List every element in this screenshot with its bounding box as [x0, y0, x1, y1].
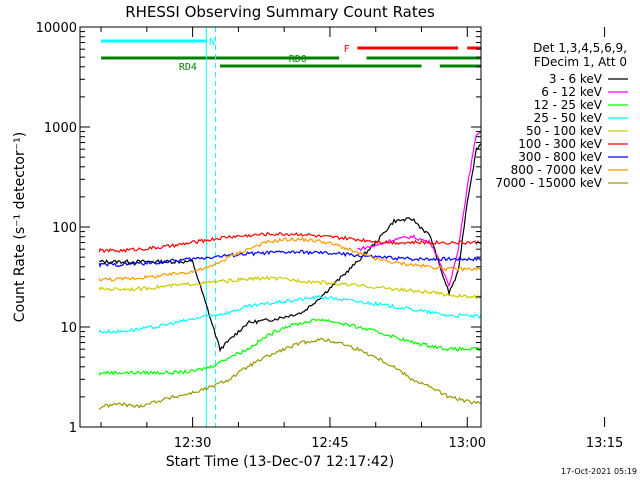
- series-line-2: [98, 318, 481, 376]
- y-tick-label: 100: [52, 221, 77, 236]
- legend-label: 300 - 800 keV: [518, 150, 602, 164]
- series-layer: [98, 129, 481, 410]
- legend-label: 50 - 100 keV: [526, 124, 603, 138]
- vline-layer: [205, 27, 216, 427]
- legend-label: 6 - 12 keV: [541, 85, 603, 99]
- annotation-label-night: N: [209, 37, 215, 48]
- annotation-label-rd0: RD0: [289, 54, 307, 65]
- legend-header-line-2: FDecim 1, Att 0: [534, 55, 627, 69]
- legend-label: 800 - 7000 keV: [511, 163, 603, 177]
- legend-label: 12 - 25 keV: [534, 98, 603, 112]
- legend-header-line-1: Det 1,3,4,5,6,9,: [533, 41, 627, 55]
- annotation-label-rd4: RD4: [179, 62, 197, 73]
- annotation-layer: N F RD0 RD4: [101, 37, 481, 73]
- y-tick-label: 10000: [36, 21, 77, 36]
- x-axis-label: Start Time (13-Dec-07 12:17:42): [166, 454, 394, 470]
- legend-label: 25 - 50 keV: [534, 111, 603, 125]
- y-tick-label: 1: [69, 421, 77, 436]
- series-line-3: [98, 294, 481, 334]
- x-tick-label: 12:45: [311, 436, 348, 451]
- date-stamp: 17-Oct-2021 05:19: [561, 467, 637, 476]
- y-axis-label: Count Rate (s⁻¹ detector⁻¹): [12, 132, 28, 322]
- legend-label: 7000 - 15000 keV: [495, 176, 602, 190]
- series-line-5: [98, 231, 481, 254]
- legend: Det 1,3,4,5,6,9, FDecim 1, Att 0 3 - 6 k…: [495, 41, 628, 190]
- y-tick-label: 1000: [44, 121, 77, 136]
- series-line-8: [99, 337, 481, 410]
- legend-label: 100 - 300 keV: [518, 137, 602, 151]
- series-line-7: [98, 236, 481, 282]
- annotation-label-flare: F: [344, 44, 350, 55]
- x-tick-label: 13:15: [586, 436, 623, 451]
- x-tick-label: 13:00: [449, 436, 486, 451]
- x-tick-label: 12:30: [174, 436, 211, 451]
- series-line-6: [98, 249, 481, 269]
- series-line-0: [99, 142, 481, 353]
- chart-title: RHESSI Observing Summary Count Rates: [125, 3, 435, 21]
- series-line-4: [98, 275, 481, 300]
- axis-layer: 11010010001000012:3012:4513:0013:1513:30…: [36, 21, 624, 451]
- plot-frame: [79, 26, 482, 428]
- series-line-1: [357, 129, 481, 288]
- legend-label: 3 - 6 keV: [549, 72, 603, 86]
- y-tick-label: 10: [60, 321, 77, 336]
